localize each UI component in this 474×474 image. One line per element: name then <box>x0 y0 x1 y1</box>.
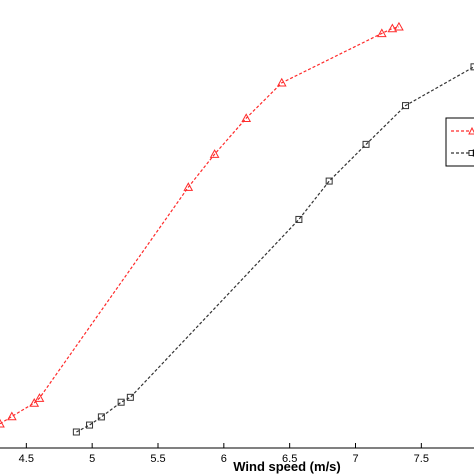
series-line <box>0 26 400 425</box>
x-tick-label: 5 <box>89 453 95 465</box>
data-point-triangle <box>183 182 194 191</box>
legend-label: E <box>472 149 474 160</box>
series-2 <box>72 63 474 436</box>
x-tick-label: 7.5 <box>414 453 429 465</box>
data-point-triangle <box>34 393 45 402</box>
data-point-triangle <box>387 23 398 33</box>
x-tick-label: 7 <box>352 453 358 465</box>
data-point-square <box>126 393 134 401</box>
x-tick-label: 4.5 <box>19 453 34 465</box>
data-point-square <box>86 421 94 429</box>
data-point-triangle <box>376 28 387 38</box>
data-point-triangle <box>241 113 252 122</box>
data-point-square <box>97 413 105 421</box>
series-layer <box>0 21 474 436</box>
data-point-triangle <box>394 21 404 31</box>
x-tick-label: 5.5 <box>150 453 165 465</box>
x-tick-label: 6.5 <box>282 453 297 465</box>
data-point-square <box>325 177 333 185</box>
data-point-square <box>470 63 474 71</box>
data-point-square <box>295 215 303 223</box>
data-point-triangle <box>0 418 5 428</box>
series-1 <box>0 21 404 428</box>
data-point-triangle <box>209 149 220 158</box>
x-axis-title: Wind speed (m/s) <box>233 459 341 474</box>
data-point-triangle <box>29 398 40 407</box>
series-line <box>76 66 474 433</box>
data-point-square <box>362 140 370 148</box>
data-point-triangle <box>276 77 287 87</box>
legend-marker <box>468 150 474 156</box>
legend-box <box>445 117 474 167</box>
data-point-square <box>402 102 410 110</box>
x-tick-label: 6 <box>221 453 227 465</box>
legend-item: E <box>451 149 474 160</box>
x-axis: 4.5 5 5.5 6 6.5 7 7.5 <box>0 443 474 465</box>
data-point-triangle <box>7 411 17 421</box>
legend: E <box>445 117 474 167</box>
data-point-square <box>117 398 125 406</box>
data-point-square <box>72 428 80 436</box>
